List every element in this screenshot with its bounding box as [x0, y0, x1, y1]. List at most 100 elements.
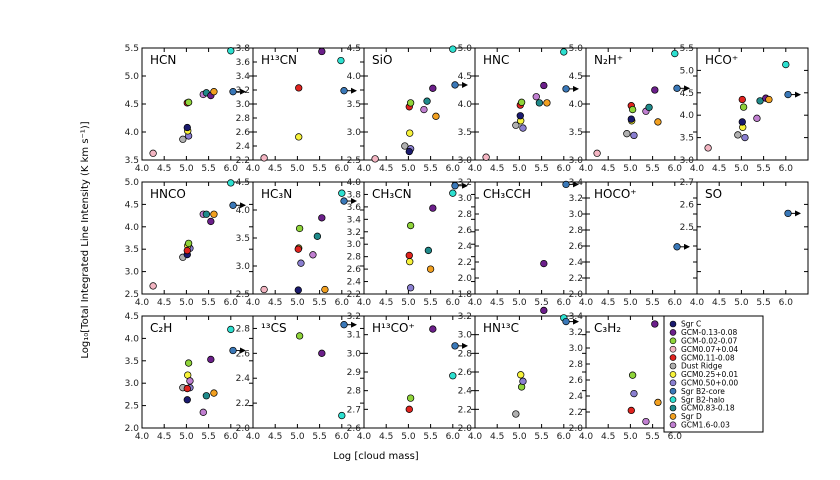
legend-marker [669, 379, 677, 387]
data-point [149, 149, 157, 157]
y-tick-label: 4.0 [236, 206, 251, 216]
y-tick-label: 3.2 [236, 86, 250, 96]
legend-marker [669, 320, 677, 328]
x-tick-label: 4.0 [690, 298, 705, 308]
y-tick-label: 4.0 [347, 72, 362, 82]
data-point [337, 56, 345, 65]
data-point [432, 112, 440, 120]
x-tick-label: 5.0 [401, 432, 416, 442]
y-tick-label: 2.4 [458, 242, 473, 252]
data-point [517, 98, 526, 106]
data-point [451, 342, 459, 350]
y-tick-label: 2.6 [569, 242, 584, 252]
legend-marker [669, 396, 677, 403]
x-tick-label: 4.5 [490, 298, 504, 308]
y-tick-label: 2.6 [458, 368, 473, 378]
panel-frame [252, 315, 365, 429]
legend-label: GCM0.50+0.00 [681, 379, 738, 388]
panel-3: 4.0 4.5 5.0 5.5 6.0 2.5 3.0 3.5 4.0 4.5 SiO [347, 44, 476, 174]
legend-marker [669, 421, 677, 429]
data-point [423, 97, 431, 105]
x-tick-label: 6.0 [446, 432, 461, 442]
x-tick-label: 5.5 [756, 164, 770, 174]
x-tick-label: 6.0 [335, 432, 350, 442]
legend-label: GCM-0.02-0.07 [681, 337, 738, 346]
data-point [424, 246, 433, 255]
y-tick-label: 3.8 [347, 190, 362, 200]
y-tick-label: 2.6 [680, 200, 695, 210]
x-tick-label: 4.5 [601, 298, 615, 308]
y-tick-label: 3.2 [458, 312, 472, 322]
y-tick-label: 4.0 [569, 100, 584, 110]
data-point [297, 259, 305, 267]
y-tick-label: 2.4 [236, 142, 251, 152]
panel-title: N₂H⁺ [594, 53, 623, 67]
data-point [654, 398, 662, 407]
data-point [519, 124, 527, 132]
legend-label: GCM0.11-0.08 [681, 353, 735, 362]
data-point [371, 155, 379, 163]
y-tick-label: 3.6 [236, 58, 251, 68]
legend-marker [669, 371, 677, 378]
y-tick-label: 2.0 [569, 290, 584, 300]
y-tick-label: 2.6 [569, 376, 584, 386]
y-tick-label: 2.2 [236, 399, 250, 409]
data-point [451, 182, 459, 190]
y-tick-label: 3.0 [458, 194, 473, 204]
x-tick-label: 5.5 [423, 164, 437, 174]
x-tick-label: 4.0 [246, 432, 261, 442]
data-point [451, 81, 459, 89]
x-tick-label: 6.0 [224, 432, 239, 442]
y-tick-label: 3.0 [236, 100, 251, 110]
data-point [405, 147, 413, 156]
data-point [429, 325, 437, 333]
data-point [229, 201, 237, 209]
x-tick-label: 4.0 [579, 298, 594, 308]
data-point [782, 60, 790, 69]
data-point [519, 377, 527, 385]
x-tick-label: 4.5 [712, 164, 726, 174]
x-tick-label: 4.5 [490, 164, 504, 174]
data-point [406, 284, 415, 292]
y-tick-label: 3.0 [347, 240, 362, 250]
panel-title: HNC [483, 53, 509, 67]
y-tick-label: 3.0 [458, 156, 473, 166]
panel-title: HOCO⁺ [594, 187, 637, 201]
data-point [540, 81, 548, 90]
x-tick-label: 4.0 [468, 164, 483, 174]
x-tick-label: 6.0 [446, 164, 461, 174]
x-tick-label: 5.0 [512, 164, 527, 174]
x-tick-label: 5.0 [623, 432, 638, 442]
data-point [512, 121, 520, 129]
data-point [654, 118, 662, 126]
y-tick-label: 3.5 [680, 134, 694, 144]
x-tick-label: 5.5 [312, 164, 326, 174]
y-tick-label: 2.8 [236, 114, 251, 124]
y-tick-label: 2.8 [458, 210, 473, 220]
x-tick-label: 6.0 [446, 298, 461, 308]
y-tick-label: 2.8 [569, 360, 584, 370]
y-tick-label: 2.4 [569, 258, 584, 268]
data-point [338, 189, 346, 197]
y-tick-label: 4.5 [125, 312, 139, 322]
data-point [294, 286, 302, 294]
x-tick-label: 5.5 [201, 164, 215, 174]
data-point [562, 180, 570, 189]
legend-label: GCM1.6-0.03 [681, 421, 730, 430]
panel-title: HC₃N [261, 187, 292, 201]
data-point [429, 84, 437, 92]
y-tick-label: 4.5 [569, 72, 583, 82]
x-tick-label: 4.5 [712, 298, 726, 308]
x-tick-label: 4.5 [268, 432, 282, 442]
x-tick-label: 4.5 [379, 164, 393, 174]
data-point [313, 232, 322, 240]
y-tick-label: 2.6 [458, 226, 473, 236]
data-point [318, 214, 326, 222]
y-tick-label: 3.4 [569, 312, 584, 322]
data-point [784, 209, 792, 218]
x-tick-label: 5.0 [179, 298, 194, 308]
x-axis-label: Log [cloud mass] [333, 451, 418, 462]
